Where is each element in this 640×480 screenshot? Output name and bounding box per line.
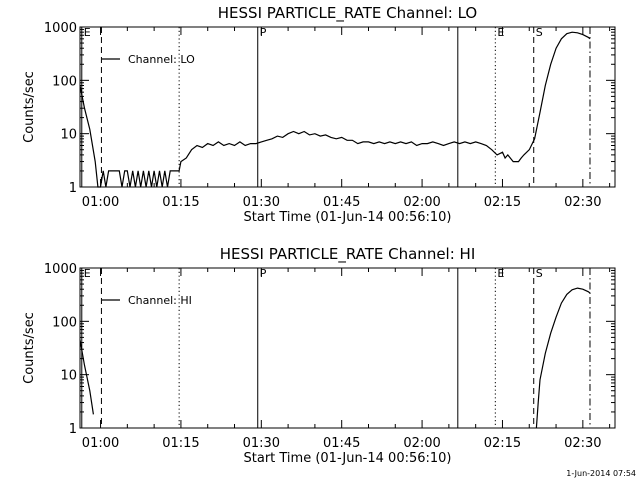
chart-title: HESSI PARTICLE_RATE Channel: HI bbox=[220, 245, 476, 264]
x-tick-label: 02:00 bbox=[403, 436, 440, 451]
series-line bbox=[79, 339, 94, 415]
y-axis-label: Counts/sec bbox=[22, 312, 37, 384]
x-tick-label: 01:45 bbox=[323, 436, 360, 451]
x-tick-label: 02:00 bbox=[403, 195, 440, 210]
y-tick-label: 1 bbox=[69, 181, 77, 196]
legend-label: Channel: LO bbox=[128, 53, 195, 66]
x-tick-label: 02:15 bbox=[484, 195, 521, 210]
marker-label: E bbox=[84, 267, 91, 280]
marker-label: P bbox=[260, 26, 267, 39]
x-tick-label: 02:30 bbox=[564, 195, 601, 210]
x-tick-label: 02:30 bbox=[564, 436, 601, 451]
plot-frame bbox=[79, 26, 616, 188]
x-tick-label: 01:15 bbox=[162, 195, 199, 210]
marker-label: E bbox=[84, 26, 91, 39]
y-tick-label: 100 bbox=[52, 74, 77, 89]
y-tick-label: 100 bbox=[52, 315, 77, 330]
x-tick-label: 02:15 bbox=[484, 436, 521, 451]
y-tick-label: 10 bbox=[60, 369, 77, 384]
x-axis-label: Start Time (01-Jun-14 00:56:10) bbox=[244, 451, 452, 466]
y-tick-label: 1000 bbox=[44, 21, 77, 36]
x-tick-label: 01:45 bbox=[323, 195, 360, 210]
chart-title: HESSI PARTICLE_RATE Channel: LO bbox=[218, 4, 477, 23]
y-tick-label: 1000 bbox=[44, 262, 77, 277]
x-axis-label: Start Time (01-Jun-14 00:56:10) bbox=[244, 210, 452, 225]
x-tick-label: 01:30 bbox=[243, 436, 280, 451]
x-tick-label: 01:15 bbox=[162, 436, 199, 451]
footer-timestamp: 1-Jun-2014 07:54 bbox=[566, 469, 636, 478]
plot-frame bbox=[79, 267, 616, 429]
series-line bbox=[79, 31, 591, 188]
series-line bbox=[535, 287, 591, 429]
y-axis-label: Counts/sec bbox=[22, 71, 37, 143]
legend-label: Channel: HI bbox=[128, 294, 192, 307]
marker-label: S bbox=[536, 267, 543, 280]
marker-label: P bbox=[260, 267, 267, 280]
marker-label: E bbox=[497, 26, 504, 39]
x-tick-label: 01:00 bbox=[82, 195, 119, 210]
x-tick-label: 01:30 bbox=[243, 195, 280, 210]
marker-label: E bbox=[497, 267, 504, 280]
y-tick-label: 1 bbox=[69, 422, 77, 437]
x-tick-label: 01:00 bbox=[82, 436, 119, 451]
y-tick-label: 10 bbox=[60, 128, 77, 143]
marker-label: S bbox=[536, 26, 543, 39]
